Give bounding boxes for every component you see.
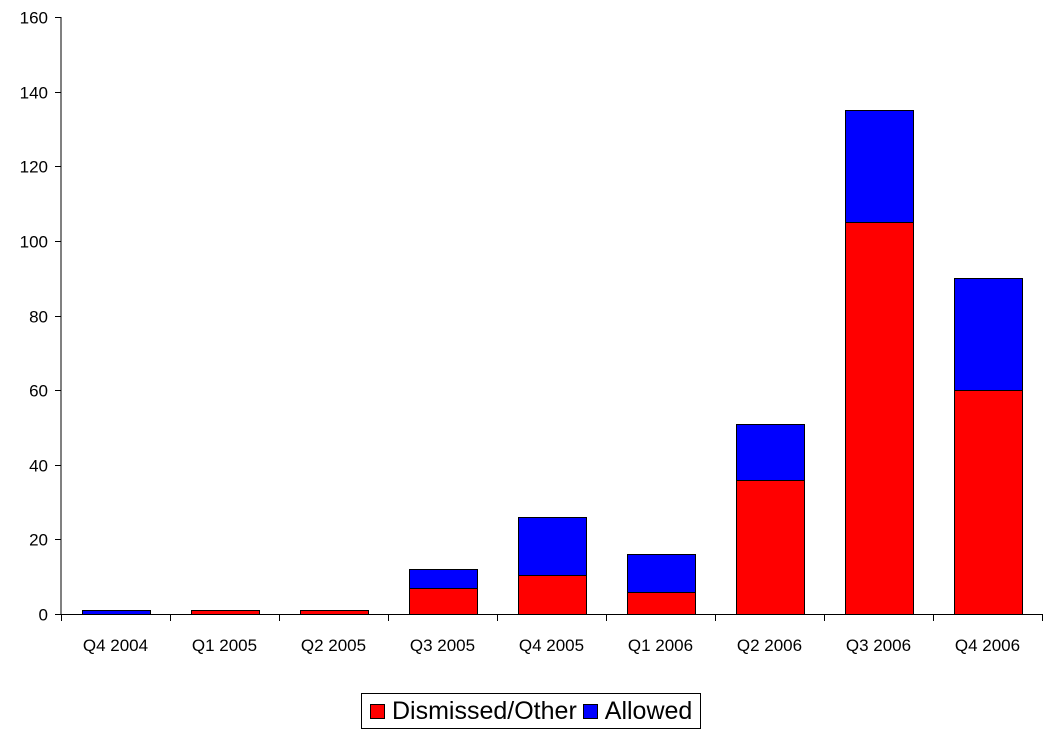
bar-segment-allowed [82, 610, 151, 615]
bar-segment-allowed [518, 517, 587, 576]
y-tick-label: 100 [20, 233, 48, 252]
legend-label-allowed: Allowed [604, 696, 693, 725]
y-tick-label: 140 [20, 84, 48, 103]
x-tick-label: Q2 2006 [737, 636, 802, 655]
y-tick-label: 0 [39, 606, 48, 625]
bar-segment-allowed [954, 278, 1023, 391]
legend-swatch-dismissed [370, 703, 385, 719]
x-tick-label: Q1 2006 [628, 636, 693, 655]
bar-segment-dismissed [845, 222, 914, 615]
y-tick-label: 80 [29, 308, 48, 327]
y-tick-label: 40 [29, 457, 48, 476]
legend-swatch-allowed [582, 703, 598, 719]
bar-segment-dismissed [518, 575, 587, 615]
x-tick-label: Q1 2005 [192, 636, 257, 655]
bar-segment-dismissed [954, 390, 1023, 615]
bar-segment-dismissed [627, 592, 696, 615]
bar-segment-allowed [845, 110, 914, 223]
bar-segment-allowed [736, 424, 805, 481]
x-tick-label: Q2 2005 [301, 636, 366, 655]
x-tick-label: Q3 2006 [846, 636, 911, 655]
bar-segment-dismissed [736, 480, 805, 615]
bar-segment-allowed [627, 554, 696, 593]
x-tick-label: Q3 2005 [410, 636, 475, 655]
bar-segment-dismissed [191, 610, 260, 615]
x-tick-label: Q4 2005 [519, 636, 584, 655]
y-tick-label: 120 [20, 158, 48, 177]
y-tick-label: 160 [20, 9, 48, 28]
y-tick-label: 20 [29, 531, 48, 550]
bar-segment-dismissed [300, 610, 369, 615]
bar-segment-allowed [409, 569, 478, 589]
x-tick-label: Q4 2004 [83, 636, 148, 655]
x-tick-label: Q4 2006 [955, 636, 1020, 655]
legend-label-dismissed: Dismissed/Other [392, 696, 577, 725]
chart-legend: Dismissed/Other Allowed [361, 693, 702, 729]
bar-segment-dismissed [409, 588, 478, 615]
y-tick-label: 60 [29, 382, 48, 401]
legend-item-allowed: Allowed [582, 696, 693, 725]
legend-item-dismissed: Dismissed/Other [370, 696, 577, 725]
chart-canvas: 0 20 40 60 80 100 120 140 160 Q4 2004 Q1 2005 Q2 20… [20, 9, 1043, 655]
